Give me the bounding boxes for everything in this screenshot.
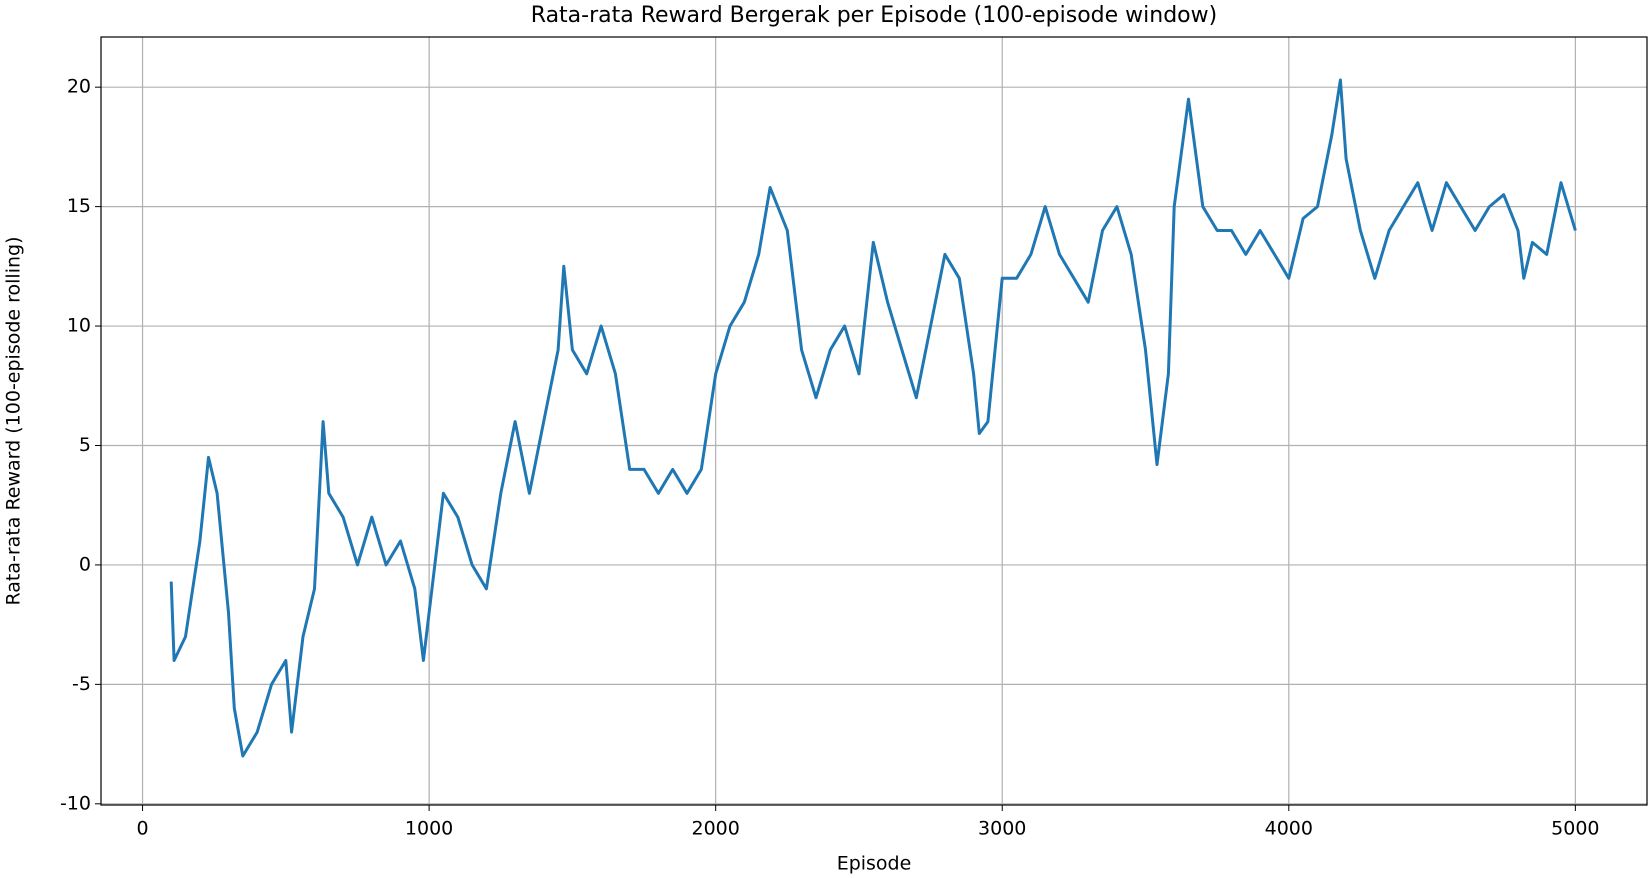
x-axis-label: Episode — [837, 853, 912, 875]
x-tick-label: 4000 — [1265, 818, 1313, 840]
x-tick-label: 3000 — [978, 818, 1026, 840]
y-tick-label: -5 — [72, 673, 91, 695]
y-tick-label: 15 — [67, 195, 91, 217]
x-tick-label: 0 — [137, 818, 149, 840]
y-tick-label: -10 — [60, 792, 91, 814]
x-tick-label: 5000 — [1551, 818, 1599, 840]
x-tick-label: 1000 — [405, 818, 453, 840]
x-tick-label: 2000 — [691, 818, 739, 840]
y-tick-label: 5 — [79, 434, 91, 456]
y-axis-label: Rata-rata Reward (100-episode rolling) — [3, 236, 25, 605]
y-tick-label: 10 — [67, 315, 91, 337]
chart-title: Rata-rata Reward Bergerak per Episode (1… — [531, 3, 1217, 28]
y-tick-label: 20 — [67, 76, 91, 98]
line-series — [169, 78, 1577, 758]
plot-frame — [100, 36, 1648, 806]
y-tick-label: 0 — [79, 553, 91, 575]
